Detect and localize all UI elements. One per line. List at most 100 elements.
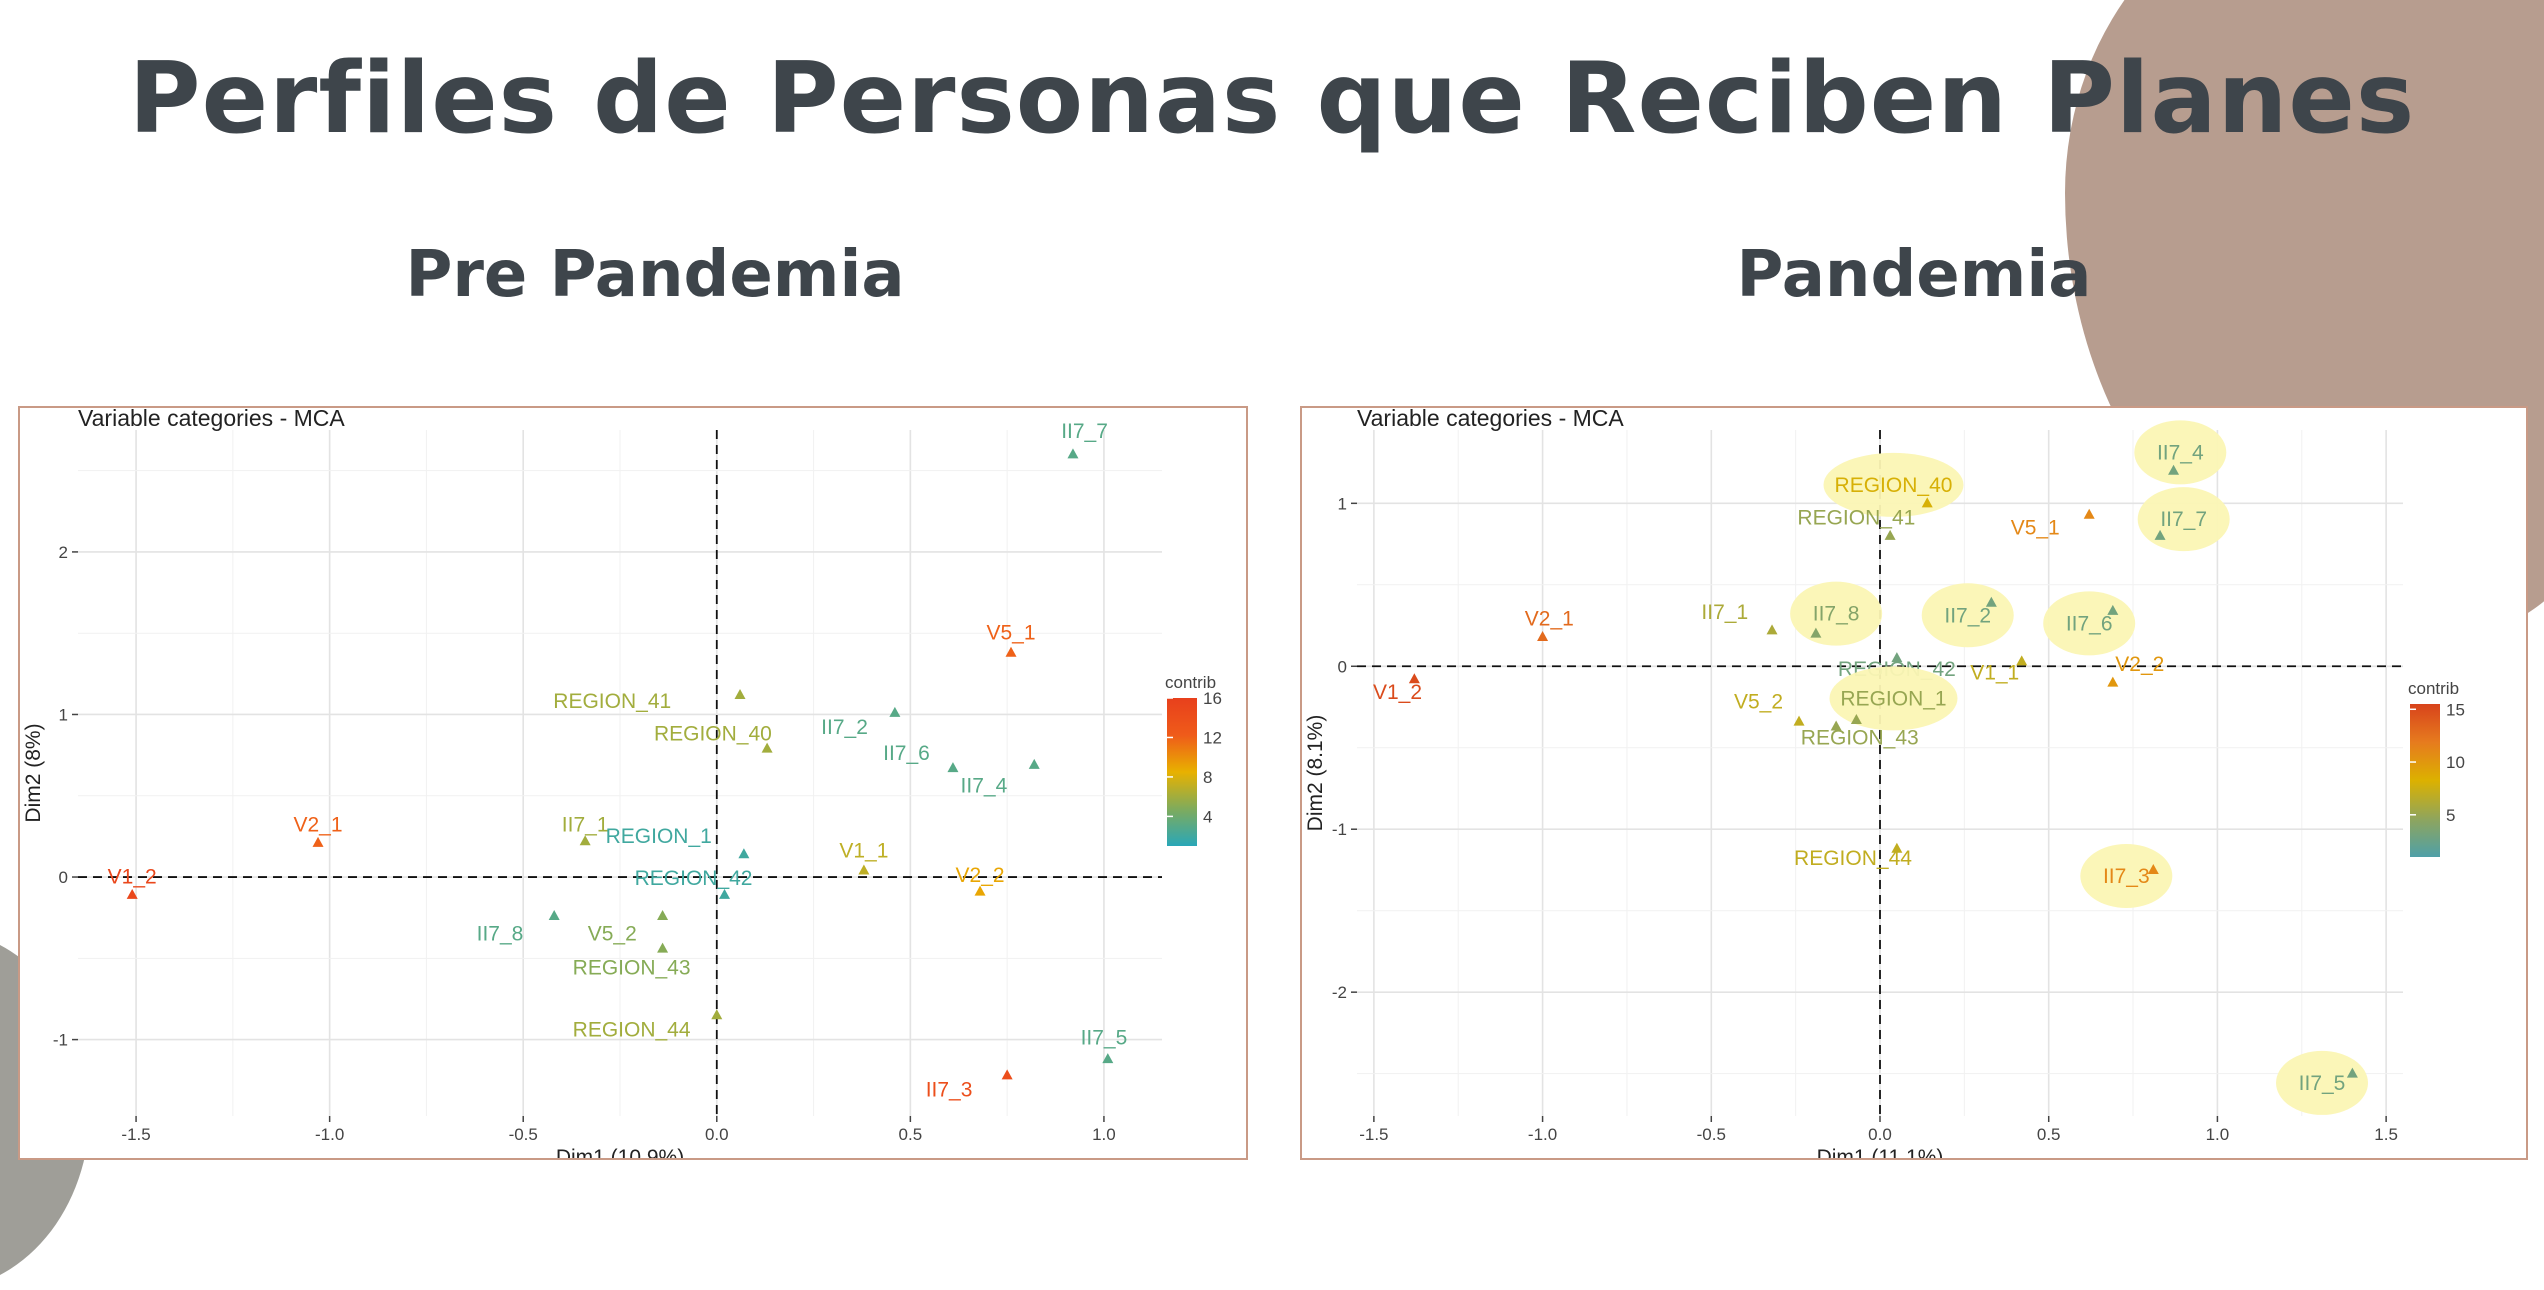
data-points: II7_4 REGION_40 REGION_41 V5_1 II7_7 V2_1 II7_…: [1373, 420, 2369, 1115]
y-tick-label: -1: [1332, 820, 1347, 839]
x-tick-label: 0.5: [899, 1125, 923, 1144]
point-ii7-5: [2346, 1067, 2358, 1078]
x-tick-label: 1.5: [2374, 1125, 2398, 1144]
point-label-ii7-8: II7_8: [477, 922, 524, 945]
point-v1-1: [858, 864, 870, 875]
point-v5-2: [657, 910, 669, 921]
point-label-region-42: REGION_42: [635, 867, 753, 890]
point-label-v5-1: V5_1: [2011, 516, 2060, 539]
highlight-ii7-5: [2276, 1050, 2369, 1115]
point-ii7-5: [1102, 1053, 1114, 1064]
point-label-region-41: REGION_41: [1797, 507, 1915, 530]
point-ii7-7: [1067, 448, 1079, 459]
point-label-v1-1: V1_1: [839, 840, 888, 863]
point-region-42: [719, 888, 731, 899]
point-label-ii7-7: II7_7: [2160, 508, 2207, 531]
legend-tick-label: 8: [1203, 768, 1212, 787]
pandemia-heading: Pandemia: [1736, 238, 2092, 312]
point-v2-1: [1537, 630, 1549, 641]
x-tick-label: -1.5: [121, 1125, 150, 1144]
x-axis-label: Dim1 (10.9%): [556, 1146, 684, 1158]
point-label-region-44: REGION_44: [1794, 847, 1912, 870]
point-region-44: [711, 1009, 723, 1020]
y-tick-label: 0: [59, 868, 68, 887]
point-label-ii7-1: II7_1: [1701, 601, 1748, 624]
y-tick-label: 0: [1338, 657, 1347, 676]
point-v1-2: [126, 888, 138, 899]
legend-title: contrib: [1165, 673, 1216, 692]
point-v2-1: [312, 836, 324, 847]
point-ii7-8: [548, 910, 560, 921]
pre-pandemia-chart-panel: -1.5 -1.0 -0.5 0.0 0.5 1.0 -1 0 1 2 Variable categ…: [18, 406, 1248, 1160]
chart-title: Variable categories - MCA: [78, 408, 345, 431]
point-ii7-1: [1766, 624, 1778, 635]
point-ii7-7: [2154, 529, 2166, 540]
point-v1-1: [2016, 655, 2028, 666]
point-label-v1-2: V1_2: [1373, 681, 1422, 704]
point-label-v5-1: V5_1: [986, 622, 1035, 645]
point-ii7-4: [2168, 464, 2180, 475]
point-label-ii7-5: II7_5: [2299, 1072, 2346, 1095]
point-label-region-1: REGION_1: [606, 825, 712, 848]
point-region-42: [1891, 652, 1903, 663]
data-points: II7_7 V5_1 REGION_41 REGION_40 II7_2 II7_6 II7…: [108, 420, 1128, 1101]
point-label-region-40: REGION_40: [1835, 474, 1953, 497]
point-ii7-6: [947, 762, 959, 773]
x-tick-label: 1.0: [2206, 1125, 2230, 1144]
point-label-ii7-4: II7_4: [2157, 441, 2204, 464]
point-v5-1: [1005, 646, 1017, 657]
point-label-ii7-2: II7_2: [1944, 604, 1991, 627]
point-label-region-43: REGION_43: [573, 957, 691, 980]
x-tick-label: -0.5: [1697, 1125, 1726, 1144]
point-label-v2-2: V2_2: [2115, 653, 2164, 676]
y-tick-label: -1: [53, 1031, 68, 1050]
point-label-v2-1: V2_1: [294, 814, 343, 837]
x-axis-label: Dim1 (11.1%): [1817, 1146, 1944, 1158]
point-label-region-43: REGION_43: [1801, 726, 1919, 749]
pandemia-chart-panel: -1.5 -1.0 -0.5 0.0 0.5 1.0 1.5 -2 -1 0 1 Variable c…: [1300, 406, 2528, 1160]
point-v2-2: [974, 885, 986, 896]
page-title: Perfiles de Personas que Reciben Planes: [128, 42, 2416, 156]
legend-title: contrib: [2408, 679, 2459, 698]
point-region-44: [1891, 842, 1903, 853]
y-tick-label: 1: [1338, 494, 1347, 513]
pandemia-mca-chart: -1.5 -1.0 -0.5 0.0 0.5 1.0 1.5 -2 -1 0 1 Variable c…: [1304, 408, 2465, 1158]
point-label-v1-2: V1_2: [108, 866, 157, 889]
x-tick-label: -1.0: [1528, 1125, 1557, 1144]
point-label-region-1: REGION_1: [1840, 687, 1946, 710]
point-label-v5-2: V5_2: [1734, 691, 1783, 714]
legend-tick-label: 15: [2446, 700, 2465, 719]
point-label-ii7-6: II7_6: [2066, 612, 2113, 635]
legend-colorbar: [1167, 698, 1197, 846]
point-label-ii7-2: II7_2: [821, 716, 868, 739]
x-tick-label: 0.0: [1868, 1125, 1892, 1144]
point-label-region-44: REGION_44: [573, 1018, 691, 1041]
highlight-ii7-8: [1790, 581, 1883, 646]
point-label-ii7-8: II7_8: [1813, 603, 1860, 626]
point-label-v5-2: V5_2: [588, 922, 637, 945]
legend-colorbar: [2410, 704, 2440, 857]
point-label-region-41: REGION_41: [553, 690, 671, 713]
point-label-v2-2: V2_2: [956, 864, 1005, 887]
point-ii7-2: [1985, 596, 1997, 607]
y-axis-label: Dim2 (8.1%): [1304, 715, 1327, 832]
point-region-1: [1850, 714, 1862, 725]
point-label-ii7-3: II7_3: [2103, 865, 2150, 888]
point-region-1: [738, 848, 750, 859]
point-ii7-8: [1810, 627, 1822, 638]
point-label-ii7-6: II7_6: [883, 742, 930, 765]
point-label-ii7-1: II7_1: [562, 814, 609, 837]
point-label-ii7-7: II7_7: [1061, 420, 1108, 443]
y-tick-label: 2: [59, 543, 68, 562]
point-label-ii7-5: II7_5: [1081, 1026, 1128, 1049]
point-v5-1: [2083, 508, 2095, 519]
point-ii7-3: [2147, 863, 2159, 874]
x-tick-label: -1.5: [1359, 1125, 1388, 1144]
point-v1-2: [1408, 673, 1420, 684]
x-tick-label: 1.0: [1092, 1125, 1116, 1144]
point-region-40: [1921, 497, 1933, 508]
legend-tick-label: 12: [1203, 728, 1222, 747]
legend-tick-label: 5: [2446, 806, 2455, 825]
point-label-region-40: REGION_40: [654, 722, 772, 745]
